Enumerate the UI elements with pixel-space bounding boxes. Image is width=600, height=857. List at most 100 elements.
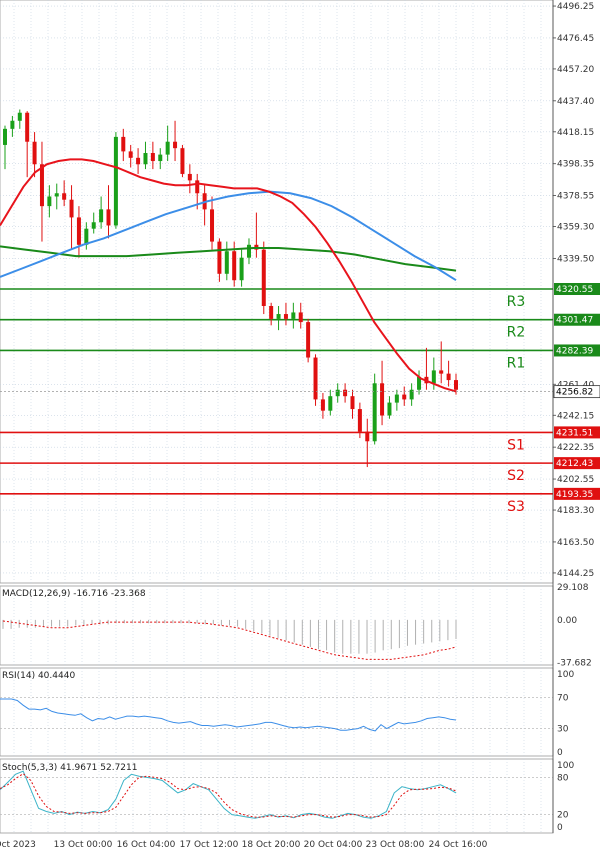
y-tick-label: 4496.25	[557, 2, 594, 12]
level-price-box	[554, 426, 600, 439]
current-price-box	[553, 385, 600, 399]
candle-body	[380, 383, 385, 416]
candle-body	[365, 431, 370, 442]
candle-body	[335, 389, 340, 397]
level-price-label: 4301.47	[556, 316, 593, 326]
y-tick-label: 4222.35	[557, 443, 594, 453]
candle-body	[276, 314, 281, 319]
level-name-s1: S1	[507, 437, 525, 453]
y-tick-label: 4339.50	[557, 254, 594, 264]
candle-body	[446, 373, 451, 381]
candle-body	[328, 396, 333, 411]
moving-average-fast	[0, 158, 457, 393]
candle-body	[350, 396, 355, 410]
y-tick-label: 4163.50	[557, 538, 594, 548]
candle-body	[246, 244, 251, 258]
x-tick-label: 13 Oct 00:00	[54, 840, 113, 850]
candle-body	[269, 305, 274, 319]
candle-body	[150, 152, 155, 162]
level-price-label: 4231.51	[556, 428, 593, 438]
y-tick-label: 4183.30	[557, 506, 594, 516]
candle-body	[47, 196, 52, 207]
panel-frame-rsi	[0, 667, 554, 757]
macd-y-tick-label: -37.682	[557, 658, 592, 668]
candle-body	[291, 312, 296, 319]
x-tick-label: 18 Oct 20:00	[242, 840, 301, 850]
level-name-r3: R3	[507, 294, 526, 310]
candle-body	[417, 376, 422, 390]
candle-body	[25, 112, 30, 142]
candle-body	[54, 193, 59, 197]
candle-body	[454, 380, 458, 390]
candle-body	[91, 222, 96, 229]
candle-body	[106, 209, 111, 226]
candle-body	[261, 249, 266, 306]
x-tick-label: 16 Oct 04:00	[117, 840, 176, 850]
rsi-y-tick-label: 100	[557, 670, 574, 680]
macd-title: MACD(12,26,9) -16.716 -23.368	[2, 589, 146, 599]
level-price-label: 4212.43	[556, 459, 593, 469]
candle-body	[232, 251, 237, 281]
stoch-k-line	[0, 770, 457, 819]
candle-body	[121, 136, 126, 152]
y-tick-label: 4476.45	[557, 34, 594, 44]
candle-body	[180, 148, 185, 174]
candle-body	[224, 251, 229, 274]
level-price-label: 4282.39	[556, 346, 593, 356]
rsi-y-tick-label: 70	[557, 693, 569, 703]
candle-body	[39, 164, 44, 207]
candle-body	[128, 151, 133, 158]
moving-average-slow	[0, 245, 457, 272]
x-tick-label: 17 Oct 12:00	[180, 840, 239, 850]
candle-body	[372, 383, 377, 442]
x-tick-label: 24 Oct 16:00	[429, 840, 488, 850]
level-price-box	[554, 457, 600, 470]
stoch-y-tick-label: 100	[557, 761, 574, 771]
candle-body	[195, 180, 200, 194]
y-tick-label: 4242.15	[557, 411, 594, 421]
y-tick-label: 4457.20	[557, 65, 594, 75]
y-tick-label: 4144.25	[557, 569, 594, 579]
candle-body	[158, 154, 163, 162]
level-name-s3: S3	[507, 499, 525, 515]
candle-body	[62, 193, 67, 200]
candle-body	[99, 209, 104, 223]
candle-body	[165, 141, 170, 155]
candle-body	[298, 312, 303, 323]
stoch-y-tick-label: 0	[557, 823, 563, 833]
level-name-r1: R1	[507, 355, 526, 371]
level-price-box	[554, 487, 600, 500]
macd-signal-line	[2, 620, 457, 660]
y-tick-label: 4359.30	[557, 223, 594, 233]
macd-y-tick-label: 29.108	[557, 583, 589, 593]
candle-body	[402, 394, 407, 400]
y-tick-label: 4378.55	[557, 192, 594, 202]
level-price-label: 4193.35	[556, 490, 593, 500]
level-name-s2: S2	[507, 468, 525, 484]
y-tick-label: 4418.15	[557, 128, 594, 138]
candle-body	[313, 357, 318, 400]
y-tick-label: 4437.40	[557, 97, 594, 107]
rsi-title: RSI(14) 40.4440	[2, 671, 75, 681]
candle-body	[32, 141, 37, 165]
y-tick-label: 4202.55	[557, 475, 594, 485]
candle-body	[10, 120, 15, 129]
candle-body	[394, 394, 399, 403]
stoch-d-line	[0, 773, 457, 818]
candle-body	[187, 173, 192, 181]
candle-body	[84, 228, 89, 245]
stoch-y-tick-label: 20	[557, 811, 569, 821]
level-name-r2: R2	[507, 325, 526, 341]
x-tick-label: 20 Oct 04:00	[304, 840, 363, 850]
candle-body	[431, 370, 436, 384]
panel-frame-main	[0, 0, 554, 584]
stoch-y-tick-label: 80	[557, 773, 569, 783]
y-tick-label: 4398.35	[557, 160, 594, 170]
candle-body	[113, 136, 118, 226]
candle-body	[173, 141, 178, 149]
candle-body	[239, 257, 244, 281]
candle-body	[387, 402, 392, 416]
candle-body	[283, 314, 288, 319]
